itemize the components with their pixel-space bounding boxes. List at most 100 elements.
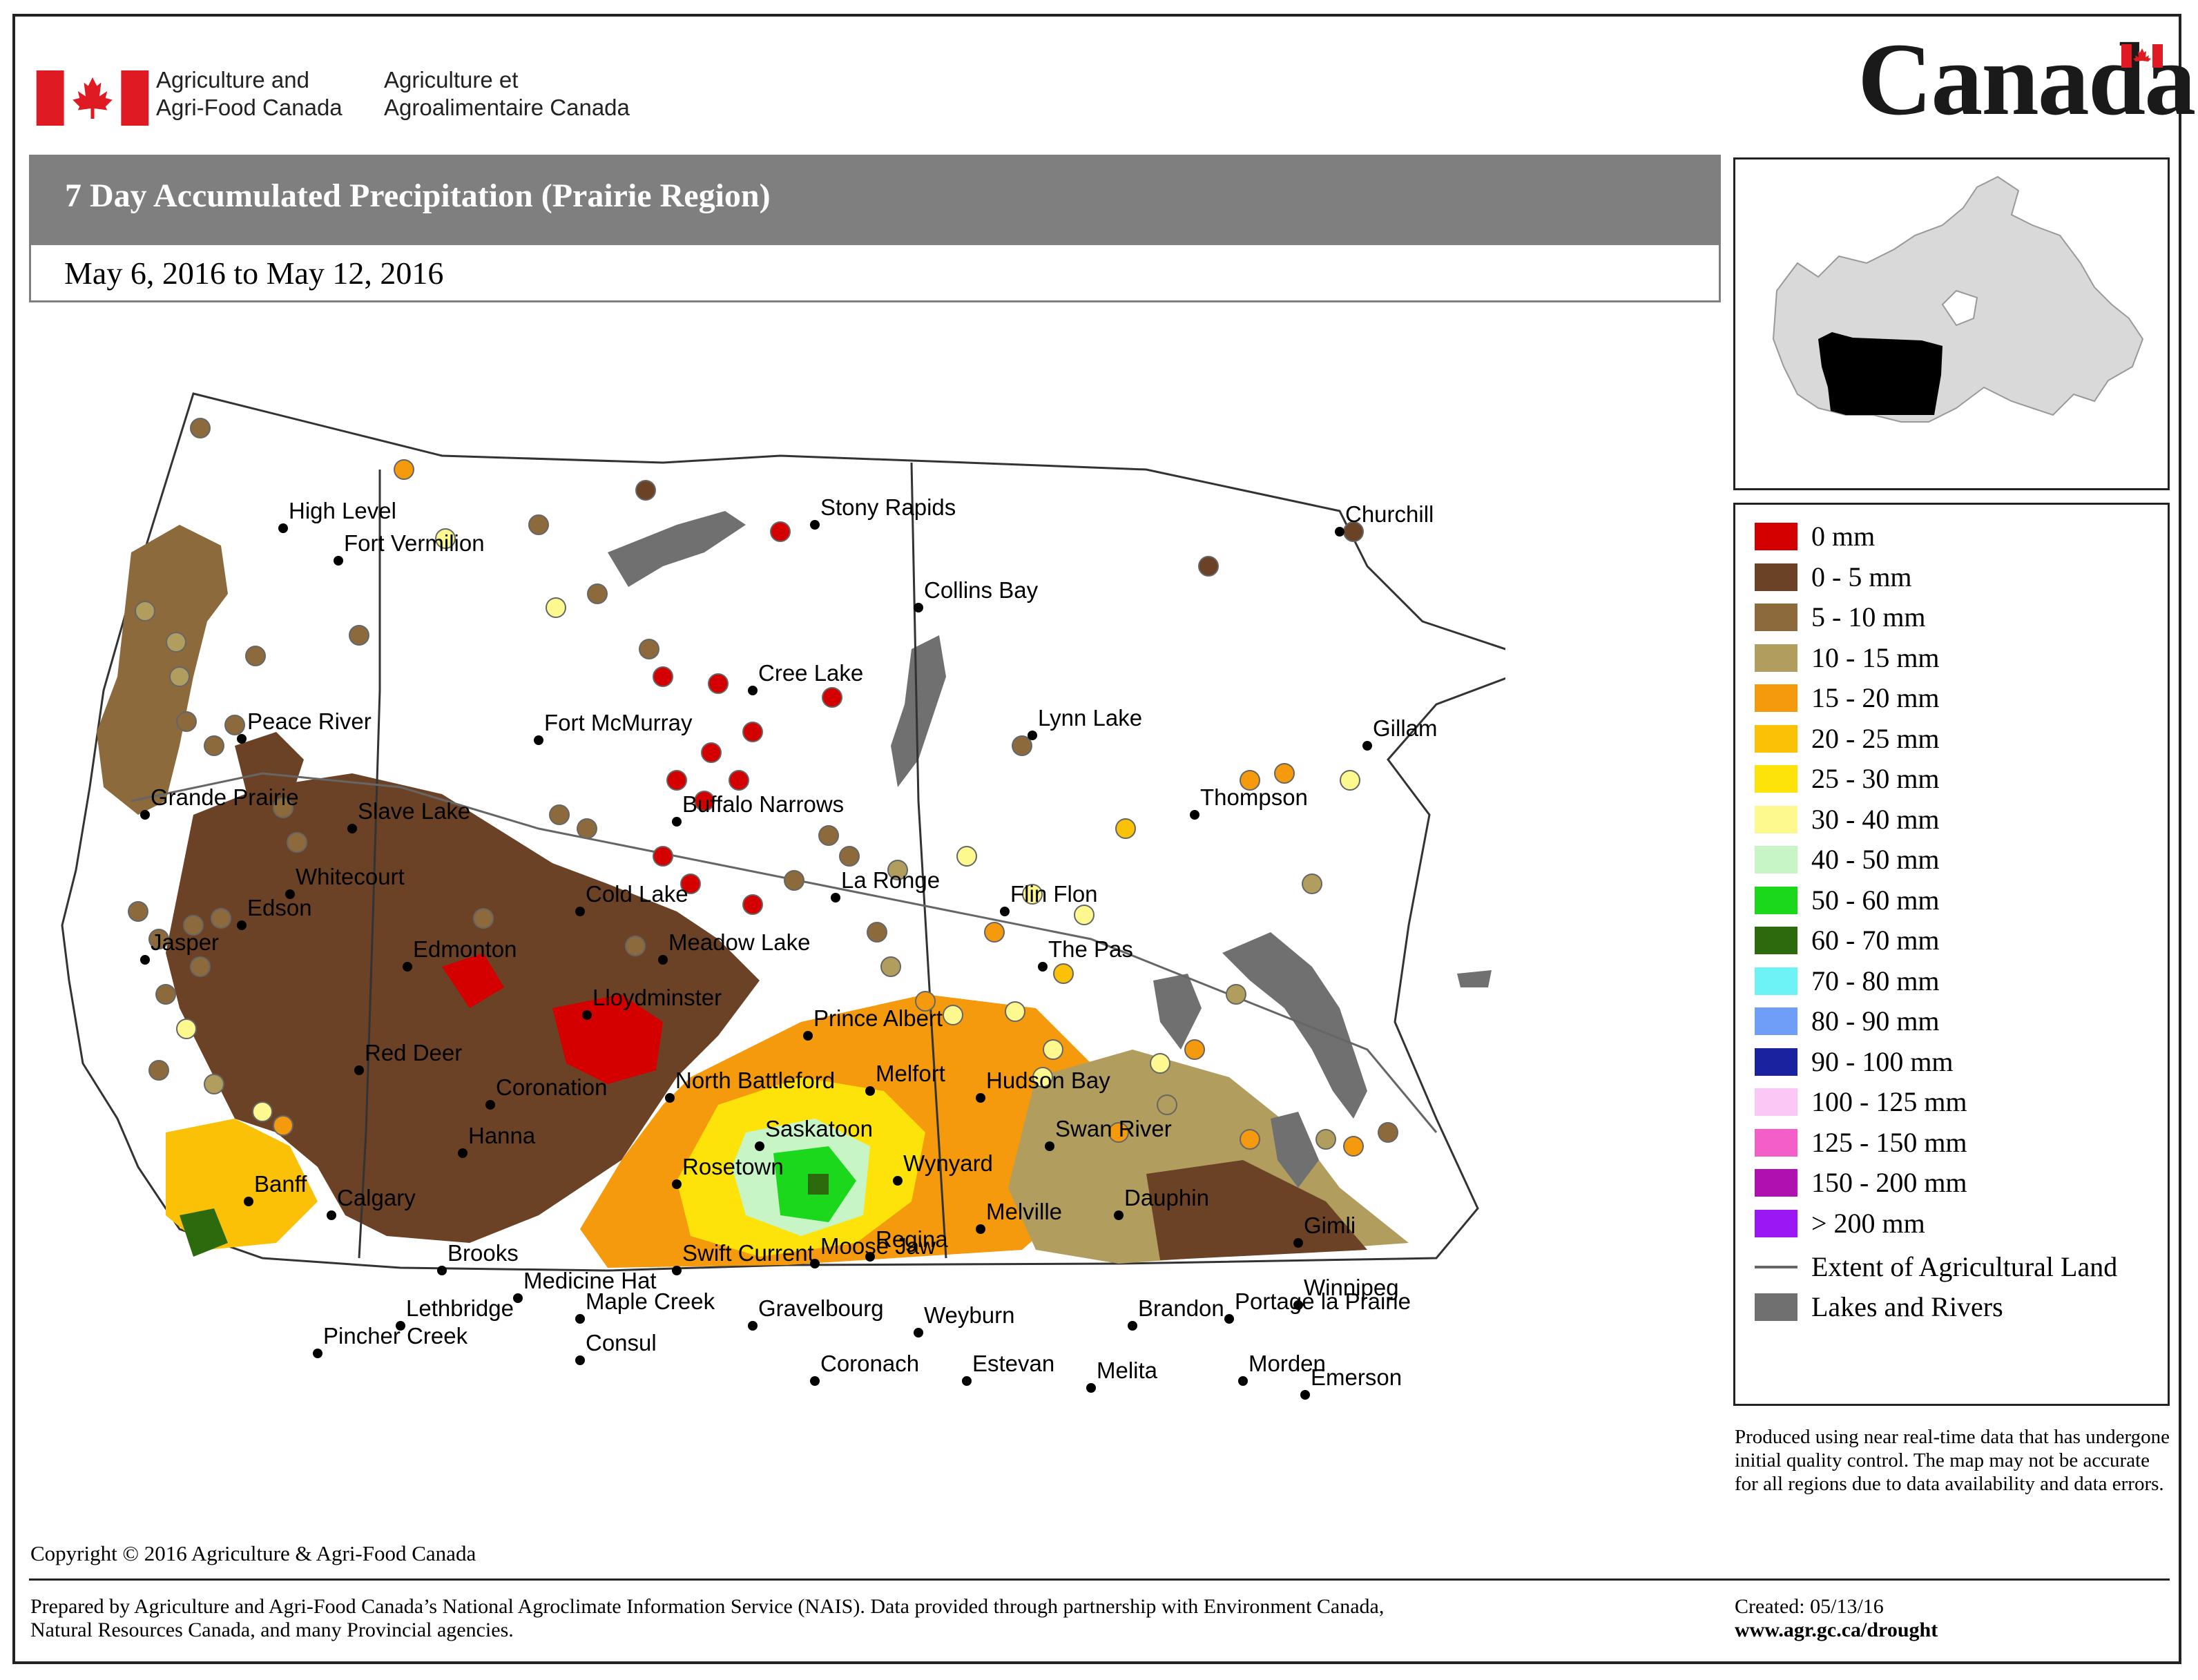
city-dot (582, 1010, 592, 1020)
station-dot (546, 597, 566, 618)
legend-label: 0 - 5 mm (1811, 561, 1912, 592)
city-dot (458, 1148, 467, 1158)
city-dot (748, 686, 758, 695)
city-label: Wynyard (903, 1150, 993, 1176)
city-dot (437, 1266, 447, 1275)
city-dot (1335, 527, 1344, 537)
zone-pincher-creek (180, 1208, 228, 1257)
city-label: Coronach (820, 1351, 919, 1376)
city-dot (755, 1141, 764, 1151)
city-label: Banff (254, 1171, 307, 1197)
station-dot (473, 908, 494, 929)
station-dot (166, 632, 186, 653)
city-label: Morden (1249, 1351, 1326, 1376)
city-dot (831, 893, 840, 902)
zone-manitoba-south-brown (1146, 1160, 1367, 1260)
station-dot (1012, 735, 1032, 756)
saskatchewan-manitoba-border (910, 462, 947, 1259)
legend-swatch (1755, 523, 1797, 550)
station-dot (528, 514, 549, 535)
city-label: Medicine Hat (523, 1268, 657, 1293)
legend-swatch (1755, 886, 1797, 914)
legend-label: 125 - 150 mm (1811, 1126, 1967, 1158)
station-dot (128, 901, 148, 922)
station-dot (784, 870, 804, 891)
city-dot (1045, 1141, 1054, 1151)
city-dot (914, 1328, 923, 1338)
station-dot (155, 984, 176, 1005)
station-dot (867, 922, 887, 943)
city-label: Estevan (972, 1351, 1054, 1376)
city-label: Brandon (1138, 1295, 1224, 1321)
city-dot (534, 735, 543, 745)
city-label: Dauphin (1124, 1185, 1209, 1210)
legend-label: 5 - 10 mm (1811, 601, 1926, 633)
city-label: Red Deer (365, 1040, 462, 1065)
legend-swatch (1755, 1169, 1797, 1197)
station-dot (287, 832, 307, 853)
station-dot (943, 1005, 963, 1025)
city-dot (1114, 1210, 1124, 1220)
station-dot (1043, 1039, 1063, 1060)
lake-east-manitoba (1457, 970, 1492, 987)
station-dot (435, 528, 456, 549)
legend-swatch (1755, 1047, 1797, 1076)
city-dot (1000, 907, 1010, 916)
city-dot (575, 1355, 585, 1365)
city-label: Regina (876, 1226, 948, 1252)
data-quality-note: Produced using near real-time data that … (1735, 1426, 2170, 1495)
city-label: Portage la Prairie (1235, 1288, 1411, 1314)
legend-swatch (1755, 1088, 1797, 1116)
created-block: Created: 05/13/16 www.agr.gc.ca/drought (1735, 1595, 1938, 1642)
date-range: May 6, 2016 to May 12, 2016 (64, 255, 444, 291)
legend-label: 10 - 15 mm (1811, 641, 1940, 673)
station-dot (587, 583, 608, 604)
station-dot (1198, 556, 1219, 577)
agency-name-en: Agriculture and Agri-Food Canada (156, 66, 343, 122)
city-label: Moose Jaw (820, 1233, 936, 1259)
station-dot (1340, 770, 1360, 791)
page-frame (12, 14, 2181, 1664)
station-dot (190, 418, 211, 438)
station-dot (984, 922, 1005, 943)
station-dot (1274, 763, 1295, 784)
city-label: Grande Prairie (151, 784, 299, 810)
station-dot (822, 687, 842, 708)
station-dot (956, 846, 977, 867)
station-dot (1315, 1129, 1336, 1150)
city-label: Gimli (1304, 1213, 1356, 1238)
zone-zero-edmonton (442, 953, 504, 1008)
city-dot (1190, 810, 1199, 820)
legend-label: 30 - 40 mm (1811, 803, 1940, 835)
lakes-swatch (1755, 1293, 1797, 1321)
wordmark-flag-icon (2121, 44, 2163, 68)
station-dot (204, 735, 224, 756)
station-dot (148, 1060, 169, 1081)
city-label: Emerson (1311, 1364, 1402, 1390)
legend-label: Extent of Agricultural Land (1811, 1251, 2118, 1282)
lake-winnipeg (1222, 932, 1367, 1119)
city-label: Cree Lake (758, 660, 863, 686)
station-dot (1184, 1039, 1205, 1060)
city-label: Meadow Lake (668, 929, 810, 955)
city-dot (575, 1314, 585, 1324)
agency-fr-line1: Agriculture et (384, 67, 519, 93)
legend-label: 25 - 30 mm (1811, 763, 1940, 794)
station-dot (1053, 963, 1074, 984)
city-label: Lethbridge (406, 1295, 514, 1321)
city-label: Churchill (1345, 501, 1434, 527)
station-dot (1115, 818, 1136, 839)
legend: 0 mm 0 - 5 mm 5 - 10 mm 10 - 15 mm 15 - 20 m… (1733, 503, 2170, 1406)
legend-swatch (1755, 805, 1797, 833)
station-dot (839, 846, 860, 867)
legend-swatch (1755, 1128, 1797, 1157)
station-dot (176, 711, 197, 732)
city-dot (1362, 741, 1372, 751)
station-dots (128, 418, 1398, 1157)
legend-label: 80 - 90 mm (1811, 1005, 1940, 1036)
website-link[interactable]: www.agr.gc.ca/drought (1735, 1619, 1938, 1641)
lake-manitoba (1271, 1112, 1319, 1188)
legend-label: 100 - 125 mm (1811, 1086, 1967, 1117)
city-dot (1238, 1376, 1248, 1386)
city-label: Saskatoon (765, 1116, 873, 1141)
